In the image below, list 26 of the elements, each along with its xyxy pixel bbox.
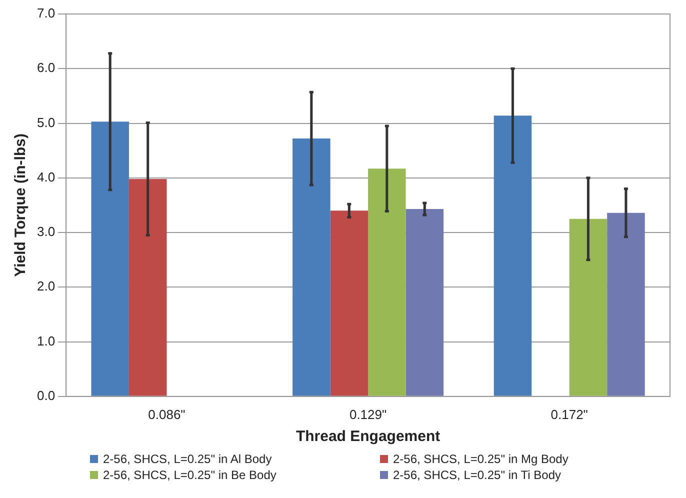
bar — [494, 116, 532, 396]
y-tick-label: 5.0 — [36, 114, 56, 130]
x-tick-label: 0.129" — [349, 406, 387, 422]
bar — [368, 168, 406, 396]
bar — [406, 209, 444, 396]
bar — [128, 178, 167, 396]
y-tick-label: 0.0 — [36, 388, 56, 403]
bar — [569, 218, 608, 396]
y-axis-title: Yield Torque (in-lbs) — [12, 134, 30, 277]
x-tick-label: 0.172" — [550, 406, 588, 422]
bar — [91, 122, 129, 396]
x-tick-label: 0.086" — [148, 406, 186, 422]
legend-label: 2-56, SHCS, L=0.25" in Ti Body — [393, 468, 562, 482]
y-tick-label: 6.0 — [36, 60, 56, 76]
legend-label: 2-56, SHCS, L=0.25" in Al Body — [103, 452, 272, 466]
y-tick-label: 7.0 — [36, 6, 56, 21]
bar — [330, 210, 368, 396]
y-tick-label: 4.0 — [36, 169, 56, 184]
y-tick-label: 3.0 — [36, 224, 56, 240]
bar — [607, 212, 645, 396]
legend-label: 2-56, SHCS, L=0.25" in Mg Body — [393, 452, 568, 466]
y-tick-label: 2.0 — [36, 278, 56, 294]
y-tick-label: 1.0 — [36, 333, 56, 348]
x-axis-title: Thread Engagement — [296, 428, 440, 446]
legend-label: 2-56, SHCS, L=0.25" in Be Body — [103, 468, 276, 482]
bar — [292, 138, 330, 396]
